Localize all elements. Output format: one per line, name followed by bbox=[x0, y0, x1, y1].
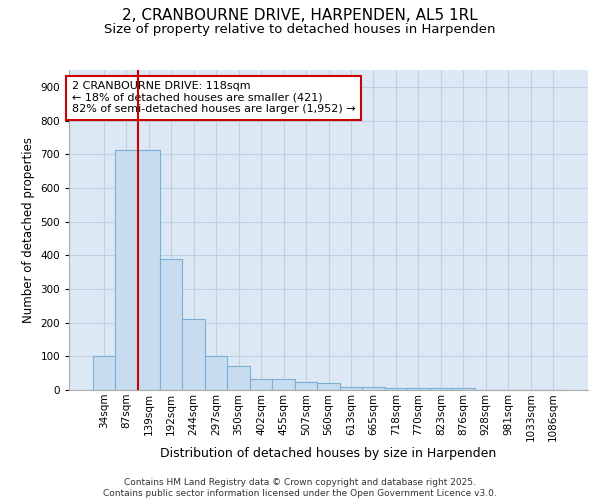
Bar bbox=[182, 320, 205, 390]
Bar bbox=[227, 366, 250, 390]
Bar bbox=[362, 388, 385, 390]
Bar bbox=[272, 379, 295, 390]
X-axis label: Distribution of detached houses by size in Harpenden: Distribution of detached houses by size … bbox=[160, 447, 497, 460]
Bar bbox=[385, 388, 407, 390]
Bar bbox=[160, 258, 182, 390]
Bar bbox=[92, 356, 115, 390]
Text: Size of property relative to detached houses in Harpenden: Size of property relative to detached ho… bbox=[104, 22, 496, 36]
Bar bbox=[407, 388, 430, 390]
Bar bbox=[137, 150, 160, 390]
Text: 2, CRANBOURNE DRIVE, HARPENDEN, AL5 1RL: 2, CRANBOURNE DRIVE, HARPENDEN, AL5 1RL bbox=[122, 8, 478, 22]
Bar bbox=[317, 384, 340, 390]
Y-axis label: Number of detached properties: Number of detached properties bbox=[22, 137, 35, 323]
Bar bbox=[205, 356, 227, 390]
Bar bbox=[115, 150, 137, 390]
Text: 2 CRANBOURNE DRIVE: 118sqm
← 18% of detached houses are smaller (421)
82% of sem: 2 CRANBOURNE DRIVE: 118sqm ← 18% of deta… bbox=[71, 81, 355, 114]
Bar bbox=[452, 388, 475, 390]
Bar bbox=[430, 388, 452, 390]
Bar bbox=[340, 388, 362, 390]
Bar bbox=[295, 382, 317, 390]
Text: Contains HM Land Registry data © Crown copyright and database right 2025.
Contai: Contains HM Land Registry data © Crown c… bbox=[103, 478, 497, 498]
Bar bbox=[250, 379, 272, 390]
